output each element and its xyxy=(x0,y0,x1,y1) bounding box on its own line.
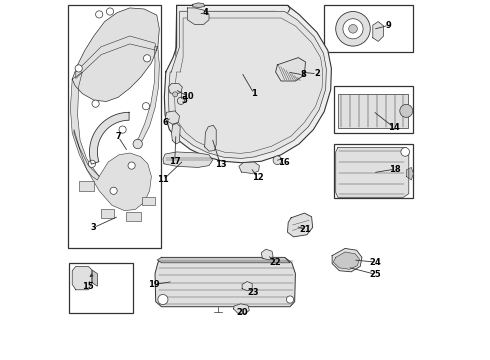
Circle shape xyxy=(96,11,103,18)
Polygon shape xyxy=(333,252,360,269)
Text: 12: 12 xyxy=(252,173,264,181)
Bar xyxy=(69,263,133,313)
Polygon shape xyxy=(275,58,305,81)
Circle shape xyxy=(343,19,363,39)
Text: 5: 5 xyxy=(181,96,187,105)
Polygon shape xyxy=(242,282,252,291)
Bar xyxy=(143,197,155,205)
Polygon shape xyxy=(193,3,205,8)
Polygon shape xyxy=(288,213,313,237)
Text: 14: 14 xyxy=(389,123,400,132)
Text: 24: 24 xyxy=(369,258,381,266)
Text: 9: 9 xyxy=(386,21,392,30)
Bar xyxy=(101,209,114,218)
Circle shape xyxy=(336,12,370,46)
Circle shape xyxy=(144,55,151,62)
Polygon shape xyxy=(134,47,159,148)
Bar xyxy=(126,212,141,221)
Polygon shape xyxy=(90,112,129,164)
Text: 8: 8 xyxy=(300,71,306,79)
Polygon shape xyxy=(187,8,209,24)
Polygon shape xyxy=(406,167,414,180)
Bar xyxy=(68,5,162,248)
Text: 22: 22 xyxy=(270,258,281,266)
Text: 25: 25 xyxy=(369,270,381,279)
Circle shape xyxy=(119,126,126,133)
Bar xyxy=(334,144,414,198)
Circle shape xyxy=(75,65,82,72)
Text: 17: 17 xyxy=(169,157,181,166)
Polygon shape xyxy=(373,22,384,41)
Polygon shape xyxy=(239,162,259,174)
Text: 15: 15 xyxy=(82,282,94,291)
Polygon shape xyxy=(261,249,273,260)
Circle shape xyxy=(92,100,99,107)
Polygon shape xyxy=(332,248,362,272)
Text: 6: 6 xyxy=(163,118,169,127)
Polygon shape xyxy=(289,55,324,83)
Circle shape xyxy=(349,24,357,33)
Bar xyxy=(338,94,408,128)
Polygon shape xyxy=(205,125,216,151)
Bar xyxy=(334,86,414,133)
Text: 19: 19 xyxy=(148,280,160,289)
Bar xyxy=(79,181,94,191)
Polygon shape xyxy=(71,72,99,180)
Polygon shape xyxy=(336,148,409,197)
Polygon shape xyxy=(165,111,179,124)
Circle shape xyxy=(143,103,149,110)
Text: 7: 7 xyxy=(116,132,121,141)
Circle shape xyxy=(128,162,135,169)
Circle shape xyxy=(110,187,117,194)
Polygon shape xyxy=(72,266,92,290)
Polygon shape xyxy=(176,5,290,78)
Circle shape xyxy=(401,148,410,156)
Text: 13: 13 xyxy=(215,161,226,169)
Text: 2: 2 xyxy=(314,69,320,78)
Text: 11: 11 xyxy=(157,175,169,184)
Circle shape xyxy=(133,139,143,149)
Polygon shape xyxy=(157,257,290,263)
Circle shape xyxy=(158,294,168,305)
Polygon shape xyxy=(169,12,326,158)
Polygon shape xyxy=(169,84,182,94)
Circle shape xyxy=(177,97,185,104)
Text: 3: 3 xyxy=(91,223,97,232)
Text: 23: 23 xyxy=(247,288,259,297)
Text: 4: 4 xyxy=(202,8,208,17)
Text: 21: 21 xyxy=(299,225,311,234)
Polygon shape xyxy=(172,123,180,144)
Polygon shape xyxy=(92,270,98,286)
Bar xyxy=(324,5,414,52)
Polygon shape xyxy=(164,5,331,163)
Polygon shape xyxy=(233,304,249,314)
Circle shape xyxy=(106,8,114,15)
Polygon shape xyxy=(72,8,159,102)
Circle shape xyxy=(172,92,178,97)
Circle shape xyxy=(88,160,96,167)
Polygon shape xyxy=(163,152,213,167)
Polygon shape xyxy=(155,257,295,307)
Circle shape xyxy=(400,104,413,117)
Circle shape xyxy=(286,296,294,303)
Text: 10: 10 xyxy=(182,92,194,101)
Text: 18: 18 xyxy=(389,165,400,174)
Text: 20: 20 xyxy=(236,308,248,317)
Polygon shape xyxy=(74,130,151,211)
Text: 16: 16 xyxy=(278,158,290,167)
Text: 1: 1 xyxy=(251,89,257,98)
Circle shape xyxy=(273,156,282,165)
